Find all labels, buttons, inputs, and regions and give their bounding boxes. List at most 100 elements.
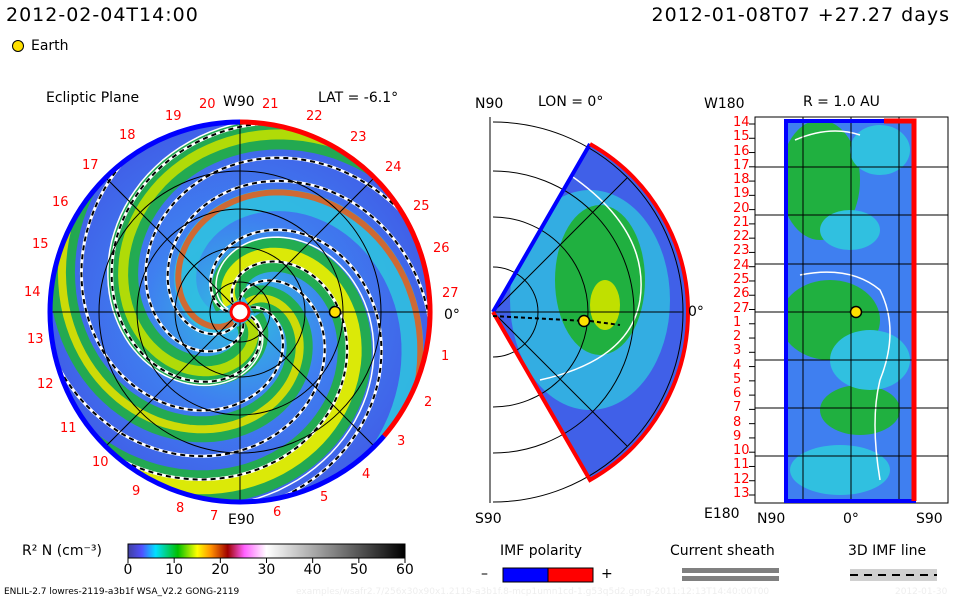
radial-y-label: 12 [733,471,750,487]
colorbar-tick-label: 40 [303,562,322,578]
hour-label: 7 [210,509,219,524]
hour-label: 16 [52,195,69,210]
radial-y-label: 14 [733,115,750,130]
radial-y-label: 6 [733,386,742,402]
hour-label: 2 [424,395,433,410]
colorbar-tick-label: 60 [396,562,414,578]
hour-label: 22 [306,109,323,124]
density-arm [174,188,424,479]
radial-y-label: 26 [733,286,750,302]
hour-label: 8 [176,501,185,516]
ecliptic-title: Ecliptic Plane [46,90,140,106]
longitude-label: LON = 0° [538,94,604,110]
density-arm [175,189,424,445]
hour-label: 11 [60,421,77,436]
radial-y-label: 9 [733,428,742,444]
imf-line [64,260,349,481]
hour-label: 25 [413,199,430,214]
hour-label: 26 [433,241,450,256]
hour-label: 17 [82,158,99,173]
run-path: examples/wsafr2.7/256x30x90x1.2119-a3b1f… [296,587,770,597]
radial-w180: W180 [704,96,745,112]
current-sheath-line [107,122,315,387]
colorbar-tick-label: 0 [123,562,133,578]
sun-icon [229,301,251,323]
radial-y-label: 22 [733,229,750,245]
radial-y-label: 16 [733,143,750,159]
imf-positive-swatch [547,567,594,583]
radial-y-label: 7 [733,400,742,416]
current-sheath-title: Current sheath [670,543,775,559]
hour-label: 20 [199,97,216,112]
radial-y-label: 13 [733,486,750,501]
current-sheath-line [173,236,375,502]
hour-label: 10 [92,455,109,470]
colorbar-tick-label: 10 [165,562,183,578]
earth-marker-radial [849,305,863,319]
hour-label: 12 [37,377,54,392]
colorbar-tick-label: 30 [257,562,276,578]
ecliptic-e90: E90 [228,512,255,528]
radial-n90: N90 [757,511,786,527]
rim-positive [239,119,433,438]
current-sheath-swatch [682,568,779,573]
radial-s90: S90 [916,511,943,527]
hour-label: 13 [27,332,44,347]
radial-y-label: 15 [733,129,750,145]
hour-label: 5 [320,490,329,505]
earth-legend-label: Earth [31,38,69,54]
radial-0deg: 0° [843,511,859,527]
hour-label: 24 [385,160,402,175]
meridional-plane-wedge [489,117,690,503]
earth-marker-icon [12,40,24,52]
imf-line [144,156,430,353]
colorbar-label: R² N (cm⁻³) [22,543,102,559]
radial-y-label: 27 [733,300,750,316]
radial-y-label: 4 [733,357,742,373]
radial-surface-map [749,116,949,504]
imf-polarity-title: IMF polarity [500,543,583,559]
ecliptic-0deg: 0° [444,307,460,323]
run-info: ENLIL-2.7 lowres-2119-a3b1f WSA_V2.2 GON… [4,587,240,597]
run-date: 2012-01-30 [895,587,948,597]
radial-e180: E180 [704,506,740,522]
radial-y-label: 5 [733,371,742,387]
colorbar [127,543,406,559]
colorbar-tick-label: 20 [211,562,230,578]
meridional-s90: S90 [475,511,502,527]
latitude-label: LAT = -6.1° [318,90,399,106]
hour-label: 1 [441,349,450,364]
imf-line-title: 3D IMF line [848,543,927,559]
radial-y-label: 10 [733,443,750,459]
radial-y-label: 2 [733,329,742,345]
hour-label: 21 [262,97,279,112]
radial-y-label: 21 [733,214,750,230]
imf-line [50,279,326,458]
ecliptic-w90: W90 [223,94,255,110]
reference-time: 2012-01-08T07 +27.27 days [651,4,950,26]
hour-label: 27 [442,286,459,301]
radial-title: R = 1.0 AU [803,94,880,110]
radial-y-label: 1 [733,314,742,330]
earth-marker-meridional [577,314,591,328]
hour-label: 14 [24,285,41,300]
imf-negative-swatch [502,567,549,583]
density-arm [118,129,385,377]
hour-label: 18 [119,128,136,143]
colorbar-tick-label: 50 [349,562,368,578]
radial-y-label: 17 [733,157,750,173]
model-time: 2012-02-04T14:00 [6,4,199,26]
hour-label: 3 [397,434,406,449]
imf-plus: + [601,566,613,582]
radial-y-label: 23 [733,243,750,259]
imf-line [166,179,430,392]
rim-negative [47,119,386,505]
radial-y-label: 19 [733,186,750,202]
imf-line [209,228,383,502]
radial-y-label: 3 [733,343,742,359]
radial-y-label: 8 [733,414,742,430]
imf-minus: – [481,566,488,582]
hour-label: 15 [32,237,49,252]
hour-label: 23 [350,130,367,145]
